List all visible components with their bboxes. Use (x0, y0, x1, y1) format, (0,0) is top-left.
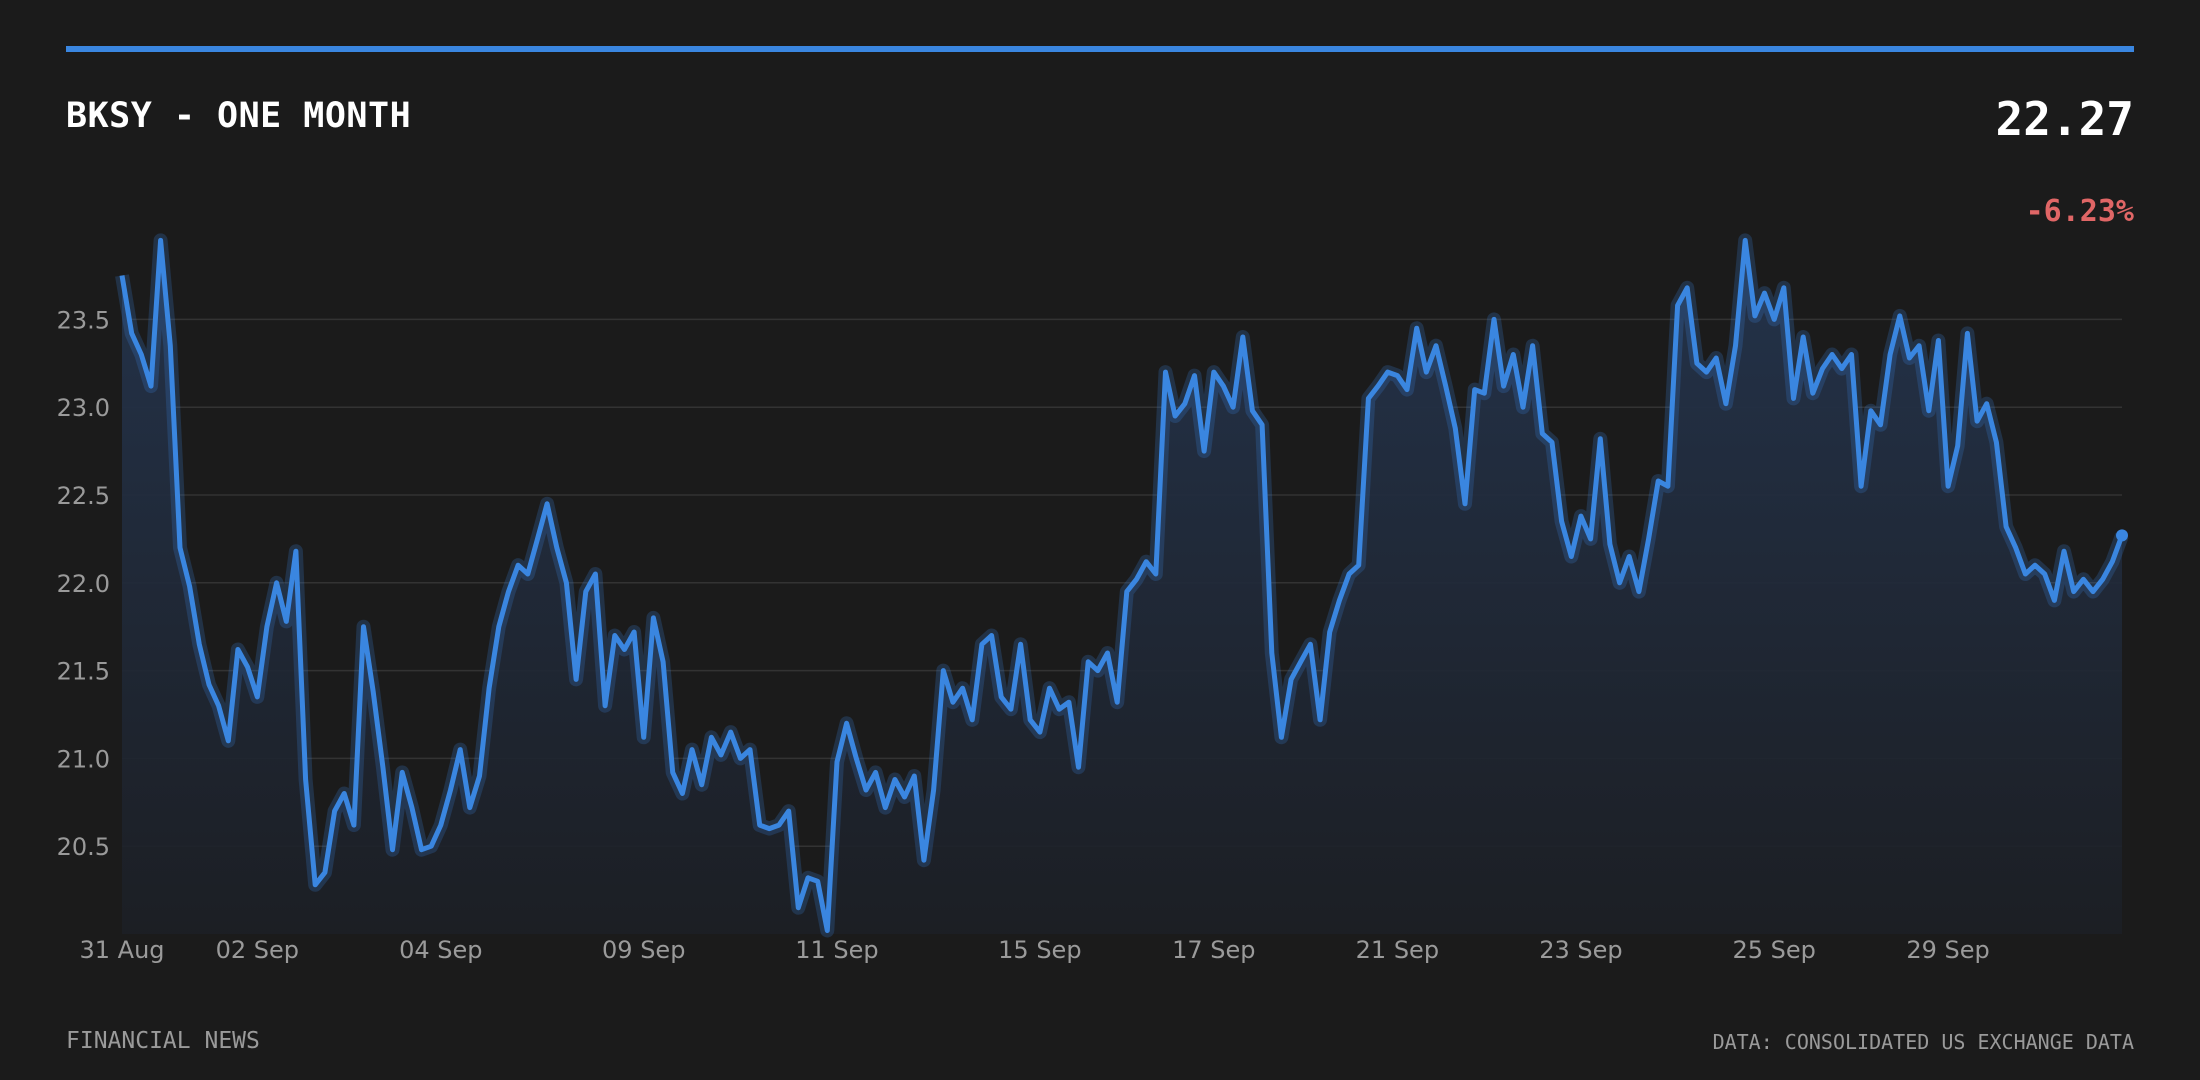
y-tick-label: 21.5 (57, 658, 110, 686)
price-change: -6.23% (2025, 194, 2134, 229)
x-tick-label: 23 Sep (1539, 936, 1622, 964)
footer-source-right: DATA: CONSOLIDATED US EXCHANGE DATA (1712, 1030, 2134, 1054)
x-tick-label: 25 Sep (1732, 936, 1815, 964)
x-tick-label: 09 Sep (602, 936, 685, 964)
price-chart: 20.5 21.0 21.5 22.0 22.5 23.0 23.5 31 Aug 02 Se… (57, 233, 2129, 964)
current-price: 22.27 (1995, 92, 2134, 146)
x-tick-label: 15 Sep (998, 936, 1081, 964)
footer-source-left: FINANCIAL NEWS (66, 1028, 260, 1054)
x-tick-label: 29 Sep (1906, 936, 1989, 964)
y-tick-label: 21.0 (57, 745, 110, 773)
y-tick-label: 20.5 (57, 833, 110, 861)
x-tick-label: 17 Sep (1172, 936, 1255, 964)
last-price-marker (2116, 529, 2128, 542)
accent-bar (66, 46, 2134, 52)
x-tick-label: 31 Aug (79, 936, 164, 964)
y-tick-label: 23.0 (57, 394, 110, 422)
x-tick-label: 02 Sep (216, 936, 299, 964)
price-area (122, 240, 2122, 934)
x-tick-label: 11 Sep (795, 936, 878, 964)
price-line-group (115, 233, 2129, 938)
y-axis: 20.5 21.0 21.5 22.0 22.5 23.0 23.5 (57, 306, 110, 861)
x-tick-label: 04 Sep (399, 936, 482, 964)
x-axis: 31 Aug 02 Sep 04 Sep 09 Sep 11 Sep 15 Sep 17 S… (79, 936, 1989, 964)
y-tick-label: 22.5 (57, 482, 110, 510)
y-tick-label: 23.5 (57, 306, 110, 334)
y-tick-label: 22.0 (57, 570, 110, 598)
x-tick-label: 21 Sep (1356, 936, 1439, 964)
price-line (119, 237, 2125, 933)
area-fill (122, 240, 2122, 934)
chart-title: BKSY - ONE MONTH (66, 96, 412, 136)
